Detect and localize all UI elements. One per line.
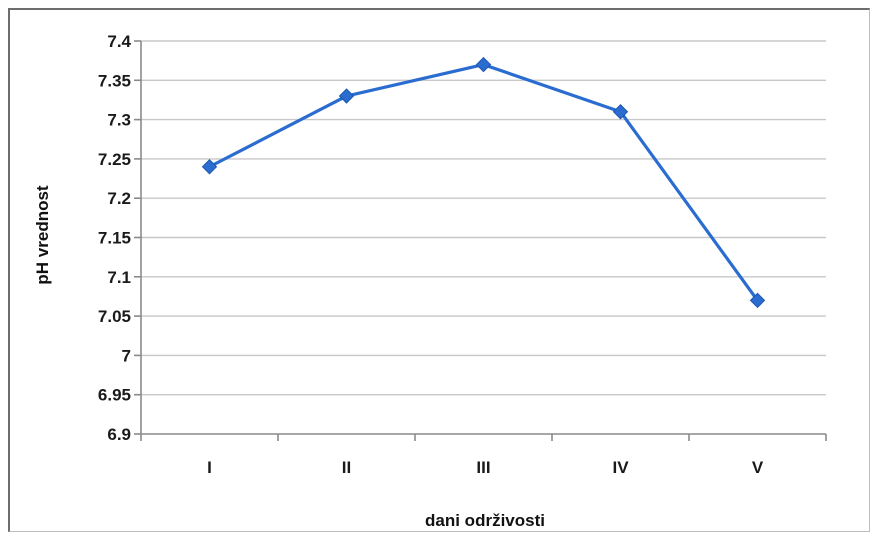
x-axis-title: dani održivosti <box>425 511 545 530</box>
x-tick-label: IV <box>612 458 629 477</box>
data-point-marker <box>201 159 218 175</box>
series <box>201 56 766 309</box>
axes <box>134 40 827 441</box>
y-tick-label: 7.4 <box>107 32 131 51</box>
x-tick-label: V <box>752 458 764 477</box>
data-point-marker <box>475 56 492 73</box>
y-tick-labels: 6.9 6.95 7 7.05 7.1 7.15 7.2 7.25 7.3 7.35 7.4 <box>98 32 132 444</box>
y-tick-label: 6.95 <box>98 386 131 405</box>
y-axis-title: pH vrednost <box>33 185 52 285</box>
y-tick-label: 7.1 <box>107 268 131 287</box>
data-point-marker <box>749 292 766 309</box>
gridlines <box>141 40 826 396</box>
series-line <box>208 62 759 302</box>
x-tick-labels: I II III IV V <box>207 458 764 477</box>
x-tick-label: I <box>207 458 212 477</box>
y-tick-label: 7.3 <box>107 111 131 130</box>
y-tick-label: 7.25 <box>98 150 131 169</box>
data-point-marker <box>612 104 629 120</box>
y-tick-label: 7 <box>122 346 131 365</box>
y-tick-label: 7.2 <box>107 189 131 208</box>
x-tick-label: III <box>476 458 490 477</box>
x-tick-label: II <box>342 458 351 477</box>
y-tick-label: 6.9 <box>107 425 131 444</box>
y-tick-label: 7.05 <box>98 307 131 326</box>
data-point-marker <box>338 88 355 104</box>
y-tick-label: 7.35 <box>98 71 131 90</box>
y-tick-label: 7.15 <box>98 229 131 248</box>
chart-frame <box>8 8 870 532</box>
